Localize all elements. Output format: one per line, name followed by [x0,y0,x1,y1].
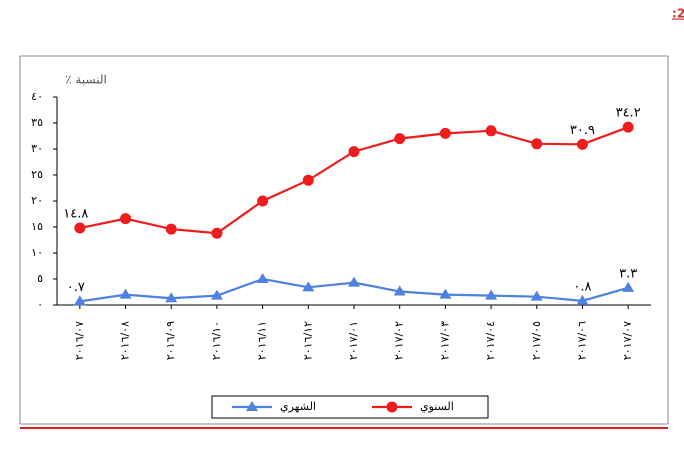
x-tick-label: ٢٠١٧/٠٥ [530,321,543,360]
point [165,223,177,235]
point [246,401,258,411]
point [622,281,635,292]
y-tick-label: ٢٠ [31,194,43,207]
data-label: ٠.٨ [573,279,591,294]
point [73,295,86,306]
point [386,401,398,413]
legend-box [211,395,489,419]
x-tick-label: ٢٠١٧/٠٣ [438,321,451,360]
y-tick-label: ١٠ [31,246,43,259]
point [256,273,269,283]
x-tick-label: ٢٠١٦/١١ [256,321,269,360]
point [439,127,451,139]
x-tick-label: ٢٠١٧/٠٤ [484,321,497,360]
x-tick-label: ٢٠١٧/٠١ [347,321,360,360]
chart-title: ثالثاً: نسبة التغير الشهرية والسنوية للر… [672,5,684,22]
point [394,133,406,145]
point [211,227,223,239]
x-tick-label: ٢٠١٧/٠٦ [575,321,588,360]
point [576,294,589,305]
point [119,288,132,299]
point [622,121,634,133]
point [485,289,498,300]
data-label: ١٤.٨ [63,207,88,222]
point [393,285,406,296]
legend-label: السنوي [420,400,454,413]
data-label: ٣٠.٩ [570,123,595,138]
y-tick-label: ١٥ [31,220,43,233]
legend-label: الشهري [280,400,316,413]
x-tick-label: ٢٠١٦/٠٩ [164,321,177,360]
x-tick-label: ٢٠١٦/٠٧ [73,321,86,360]
point [485,125,497,137]
y-tick-label: ٢٥ [31,168,43,181]
x-tick-label: ٢٠١٦/٠٨ [119,321,132,360]
point [210,289,223,300]
chart-frame [19,55,669,425]
y-axis-label: النسبة ٪ [65,73,107,87]
x-tick-label: ٢٠١٦/١٢ [301,321,314,360]
point [530,290,543,301]
point [348,146,360,158]
x-tick-label: ٢٠١٧/٠٧ [621,321,634,360]
y-tick-label: ٤٠ [31,90,43,103]
point [439,288,452,299]
point [302,281,315,292]
series-line [79,126,629,235]
point [74,222,86,234]
point [531,138,543,150]
point [348,276,360,287]
point [120,213,132,225]
y-tick-label: ٥ [37,272,43,285]
data-label: ٣.٣ [619,266,637,281]
y-tick-label: ٣٠ [31,142,43,155]
point [257,195,269,207]
point [576,138,588,150]
point [165,292,178,303]
x-tick-label: ٢٠١٦/١٠ [210,321,223,360]
point [302,174,314,186]
data-label: ٣٤.٢ [616,106,641,121]
y-tick-label: ٠ [37,298,43,311]
data-label: ٠.٧ [67,280,85,295]
y-tick-label: ٣٥ [31,116,43,129]
x-tick-label: ٢٠١٧/٠٢ [393,321,406,360]
